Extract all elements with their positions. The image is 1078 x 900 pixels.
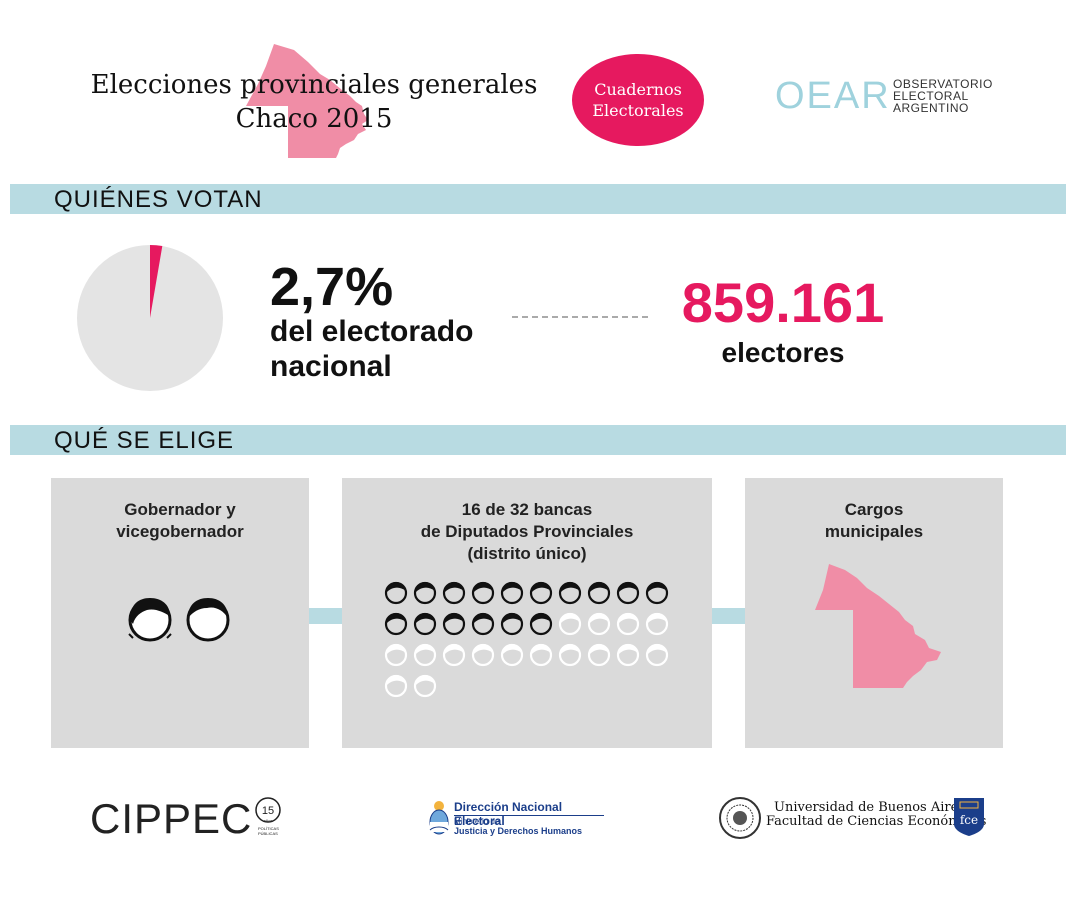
argentina-shield-icon xyxy=(429,801,449,835)
seat-not-elected-icon xyxy=(587,612,611,636)
seat-not-elected-icon xyxy=(442,643,466,667)
percent-value: 2,7% xyxy=(270,257,394,317)
panel-gobernador-line-1: Gobernador y xyxy=(124,500,236,519)
seat-not-elected-icon xyxy=(645,612,669,636)
seat-not-elected-icon xyxy=(587,643,611,667)
panel-diputados-title: 16 de 32 bancas de Diputados Provinciale… xyxy=(342,499,712,565)
panel-gobernador: Gobernador y vicegobernador xyxy=(51,478,309,748)
seat-elected-icon xyxy=(442,612,466,636)
seat-not-elected-icon xyxy=(384,643,408,667)
badge-line-1: Cuadernos xyxy=(594,80,682,99)
oear-name: OBSERVATORIO ELECTORAL ARGENTINO xyxy=(893,78,993,114)
seat-not-elected-icon xyxy=(616,612,640,636)
dashed-divider xyxy=(512,316,648,318)
pie-slice-chaco xyxy=(150,245,163,318)
page-title: Elecciones provinciales generales Chaco … xyxy=(80,68,548,136)
seat-elected-icon xyxy=(645,581,669,605)
cippec-years: 15 xyxy=(262,805,274,817)
oear-line-1: OBSERVATORIO xyxy=(893,77,993,91)
seat-not-elected-icon xyxy=(500,643,524,667)
panel-gobernador-line-2: vicegobernador xyxy=(116,522,244,541)
seat-elected-icon xyxy=(442,581,466,605)
uba-line-1: Universidad de Buenos Aires xyxy=(774,800,965,815)
title-line-2: Chaco 2015 xyxy=(235,104,393,134)
cippec-15-anos-icon: 15 años POLÍTICAS PÚBLICAS xyxy=(255,797,281,836)
percent-label-line-2: nacional xyxy=(270,350,392,383)
seat-not-elected-icon xyxy=(384,674,408,698)
percent-label: del electorado nacional xyxy=(270,314,530,384)
oear-line-2: ELECTORAL xyxy=(893,89,969,103)
cippec-logo-text: CIPPEC xyxy=(90,795,253,842)
electorate-pie-chart xyxy=(77,245,223,391)
oear-acronym: OEAR xyxy=(775,75,891,117)
dne-divider xyxy=(454,815,604,816)
seat-elected-icon xyxy=(500,612,524,636)
seat-not-elected-icon xyxy=(529,643,553,667)
fce-label: fce xyxy=(960,813,978,827)
panel-diputados-line-2: de Diputados Provinciales xyxy=(420,522,634,541)
dne-subtitle-1: Ministerio de xyxy=(454,817,500,826)
section-title-que-se-elige: QUÉ SE ELIGE xyxy=(54,427,235,454)
seat-elected-icon xyxy=(500,581,524,605)
title-line-1: Elecciones provinciales generales xyxy=(90,70,538,100)
seats-grid xyxy=(384,581,669,698)
badge-line-2: Electorales xyxy=(592,101,684,120)
section-bar-quienes-votan: QUIÉNES VOTAN xyxy=(10,184,1066,214)
panel-diputados-line-1: 16 de 32 bancas xyxy=(461,500,593,519)
electors-label: electores xyxy=(721,337,845,368)
seat-elected-icon xyxy=(471,612,495,636)
seat-not-elected-icon xyxy=(558,643,582,667)
uba-fce-logo: Universidad de Buenos Aires Facultad de … xyxy=(718,794,988,840)
section-bar-que-se-elige: QUÉ SE ELIGE xyxy=(10,425,1066,455)
electors-number: 859.161 xyxy=(681,271,885,334)
chaco-map-icon xyxy=(246,44,368,158)
panel-diputados-line-3: (distrito único) xyxy=(467,544,587,563)
chaco-map-icon xyxy=(815,564,941,688)
seat-elected-icon xyxy=(558,581,582,605)
seat-elected-icon xyxy=(616,581,640,605)
panel-municipales-line-1: Cargos xyxy=(844,500,904,519)
seat-not-elected-icon xyxy=(413,643,437,667)
seat-elected-icon xyxy=(384,581,408,605)
panel-municipales-title: Cargos municipales xyxy=(745,499,1003,543)
oear-logo: OEAR OBSERVATORIO ELECTORAL ARGENTINO xyxy=(775,74,1005,118)
seat-elected-icon xyxy=(529,581,553,605)
uba-seal-icon xyxy=(719,797,761,839)
seat-not-elected-icon xyxy=(413,674,437,698)
seat-not-elected-icon xyxy=(645,643,669,667)
seat-not-elected-icon xyxy=(616,643,640,667)
seat-elected-icon xyxy=(413,612,437,636)
person-head-icon xyxy=(128,598,172,642)
two-person-icons xyxy=(128,598,230,642)
seat-elected-icon xyxy=(413,581,437,605)
fce-shield-icon: fce xyxy=(954,798,984,836)
person-head-icon xyxy=(186,598,230,642)
direccion-nacional-electoral-logo: Dirección Nacional Electoral Ministerio … xyxy=(428,798,608,838)
oear-line-3: ARGENTINO xyxy=(893,101,969,115)
seat-elected-icon xyxy=(529,612,553,636)
section-title-quienes-votan: QUIÉNES VOTAN xyxy=(54,186,263,213)
dne-subtitle-2: Justicia y Derechos Humanos xyxy=(454,826,583,836)
percent-label-line-1: del electorado xyxy=(270,315,474,348)
uba-line-2: Facultad de Ciencias Económicas xyxy=(766,814,987,829)
seat-not-elected-icon xyxy=(471,643,495,667)
panel-diputados: 16 de 32 bancas de Diputados Provinciale… xyxy=(342,478,712,748)
cippec-tag-line-1: POLÍTICAS xyxy=(258,826,279,831)
panel-gobernador-title: Gobernador y vicegobernador xyxy=(51,499,309,543)
panel-municipales: Cargos municipales xyxy=(745,478,1003,748)
panel-municipales-line-2: municipales xyxy=(824,522,924,541)
cuadernos-electorales-badge: Cuadernos Electorales xyxy=(572,54,704,146)
seat-not-elected-icon xyxy=(558,612,582,636)
seat-elected-icon xyxy=(587,581,611,605)
cippec-years-label: años xyxy=(264,818,273,823)
dne-title: Dirección Nacional Electoral xyxy=(454,800,563,828)
cippec-tag-line-2: PÚBLICAS xyxy=(258,831,278,836)
seat-elected-icon xyxy=(384,612,408,636)
seat-elected-icon xyxy=(471,581,495,605)
